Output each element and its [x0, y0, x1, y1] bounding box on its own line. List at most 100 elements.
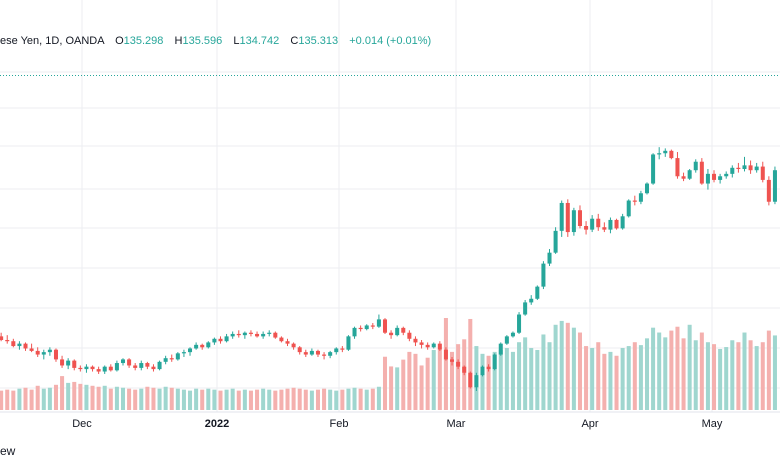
candle[interactable] [602, 222, 607, 233]
candle[interactable] [492, 353, 497, 371]
candle[interactable] [754, 162, 759, 173]
candle[interactable] [498, 342, 503, 356]
candle[interactable] [120, 358, 126, 366]
candle[interactable] [194, 342, 199, 350]
candle[interactable] [340, 346, 345, 353]
candle[interactable] [255, 331, 260, 338]
candle[interactable] [376, 314, 381, 328]
candle[interactable] [382, 318, 388, 334]
candle[interactable] [517, 312, 522, 334]
candle[interactable] [632, 195, 637, 206]
candle[interactable] [35, 347, 40, 357]
candle[interactable] [608, 217, 613, 234]
candle[interactable] [41, 349, 46, 360]
candle[interactable] [206, 341, 211, 349]
candle[interactable] [236, 330, 241, 338]
candle[interactable] [334, 347, 339, 355]
candle[interactable] [760, 161, 765, 183]
candle[interactable] [11, 338, 16, 348]
candle[interactable] [47, 347, 52, 356]
candle[interactable] [718, 173, 723, 184]
candle[interactable] [401, 326, 406, 336]
candle[interactable] [584, 221, 589, 235]
candle[interactable] [413, 336, 418, 347]
candle[interactable] [133, 363, 138, 371]
candle[interactable] [114, 360, 119, 372]
candle[interactable] [687, 169, 692, 180]
candle[interactable] [352, 326, 357, 339]
candle[interactable] [315, 349, 320, 357]
candle[interactable] [553, 227, 558, 254]
candle[interactable] [638, 190, 643, 205]
candle[interactable] [644, 182, 650, 195]
candle[interactable] [23, 342, 28, 351]
candle[interactable] [614, 218, 619, 230]
candle[interactable] [504, 335, 509, 345]
candle[interactable] [620, 213, 625, 230]
candle[interactable] [248, 330, 253, 337]
candle[interactable] [267, 330, 272, 337]
candle[interactable] [242, 331, 247, 339]
candle[interactable] [157, 360, 162, 371]
candle[interactable] [60, 355, 65, 368]
candle[interactable] [486, 364, 491, 372]
candle[interactable] [285, 338, 290, 347]
candle[interactable] [230, 331, 235, 339]
candle[interactable] [437, 341, 442, 351]
candle[interactable] [456, 359, 461, 370]
candle[interactable] [127, 358, 132, 368]
candle[interactable] [535, 285, 540, 300]
candle[interactable] [181, 349, 186, 357]
candle[interactable] [29, 343, 34, 353]
candle[interactable] [291, 342, 296, 350]
candle[interactable] [577, 205, 582, 229]
candle[interactable] [145, 361, 150, 370]
candle[interactable] [389, 330, 394, 339]
candle[interactable] [175, 352, 180, 361]
candle[interactable] [358, 325, 363, 332]
candle[interactable] [766, 176, 771, 206]
candle[interactable] [53, 348, 58, 362]
candle[interactable] [84, 364, 89, 373]
candle[interactable] [395, 325, 400, 337]
candle[interactable] [17, 341, 22, 350]
candle[interactable] [364, 324, 369, 331]
candle[interactable] [450, 356, 455, 366]
candle[interactable] [547, 249, 552, 267]
candle[interactable] [5, 335, 10, 344]
candle[interactable] [102, 365, 107, 374]
candle[interactable] [328, 350, 333, 359]
candle[interactable] [736, 162, 741, 173]
candle[interactable] [261, 331, 266, 339]
candle[interactable] [663, 148, 668, 157]
candle[interactable] [596, 213, 601, 231]
candle[interactable] [322, 352, 327, 360]
candle[interactable] [224, 333, 229, 343]
candle[interactable] [468, 371, 473, 389]
candle[interactable] [431, 342, 436, 349]
candle[interactable] [407, 330, 412, 342]
candle[interactable] [66, 358, 71, 370]
candle[interactable] [474, 372, 479, 391]
candle[interactable] [651, 153, 656, 185]
candle[interactable] [218, 336, 223, 344]
candle[interactable] [346, 335, 351, 351]
candle[interactable] [724, 171, 729, 179]
candle[interactable] [742, 156, 747, 172]
candle[interactable] [188, 347, 193, 356]
candle[interactable] [590, 215, 595, 233]
candle[interactable] [657, 147, 662, 160]
candle[interactable] [693, 159, 698, 173]
candle[interactable] [303, 349, 308, 357]
candle[interactable] [675, 152, 680, 179]
candle[interactable] [565, 199, 570, 237]
candle[interactable] [0, 332, 4, 342]
candle[interactable] [626, 199, 631, 218]
candle[interactable] [163, 355, 168, 365]
candle[interactable] [370, 323, 375, 330]
candle[interactable] [169, 354, 174, 362]
candle[interactable] [699, 158, 704, 185]
candle[interactable] [72, 359, 77, 371]
candle[interactable] [772, 166, 777, 205]
